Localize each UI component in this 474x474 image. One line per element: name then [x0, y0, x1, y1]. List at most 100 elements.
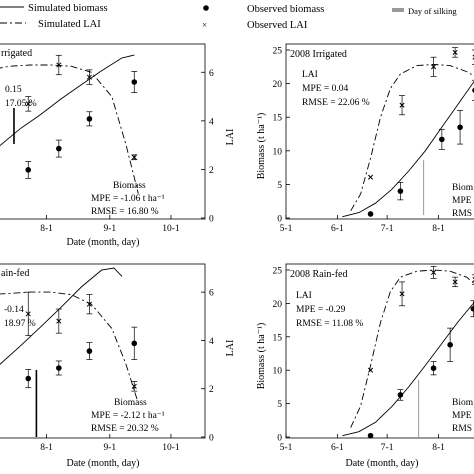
x-axis-label: Date (month, day)	[66, 458, 139, 469]
observed-biomass-point	[56, 145, 62, 152]
observed-lai-stroke	[452, 279, 458, 285]
x-tick-label: 5-1	[280, 224, 293, 234]
observed-biomass-point	[470, 305, 474, 312]
observed-biomass-point	[25, 375, 32, 382]
observed-biomass-point	[430, 365, 437, 371]
x-tick-label: 8-1	[432, 443, 445, 453]
legend-observed-lai-marker: ×	[202, 20, 207, 30]
observed-biomass-point	[86, 348, 93, 354]
observed-biomass-point	[131, 79, 138, 85]
observed-lai-point	[25, 101, 31, 107]
simulated-biomass-line	[342, 80, 474, 218]
observed-biomass-point	[86, 116, 93, 122]
legend-observed-biomass-label: Observed biomass	[247, 4, 324, 15]
simulated-lai-line	[350, 269, 474, 428]
stats-lai-line-2: MPE = 0.04	[302, 84, 349, 94]
panel-irrigated-left: rrigated 0.15 17.05 % Biomass MPE = -1.0…	[0, 43, 236, 248]
simulated-biomass-line	[0, 267, 123, 365]
stats-biomass-line-3: RMSE = 16.80 %	[91, 207, 159, 217]
x-axis-label: Date (month, day)	[66, 237, 139, 248]
observed-lai-stroke	[25, 101, 31, 107]
observed-biomass-point	[25, 167, 32, 173]
observed-lai-point	[430, 64, 437, 70]
legend: Simulated biomass Simulated LAI Observed…	[0, 3, 457, 31]
y-tick-label-left: 20	[273, 300, 283, 310]
observed-biomass-point	[397, 392, 404, 398]
stats-lai-line-1: LAI	[296, 291, 312, 301]
x-tick-label: 6-1	[331, 224, 344, 234]
observed-lai-stroke	[430, 269, 437, 275]
observed-lai-stroke	[86, 301, 92, 307]
stats-lai-line-2: MPE = -0.29	[296, 305, 346, 315]
y-axis-label-right: LAI	[225, 129, 236, 146]
panel-title: 2008 Rain-fed	[290, 269, 348, 280]
y-tick-label-left: 10	[273, 147, 283, 157]
panel-frame	[0, 263, 206, 439]
y-axis-label: Biomass (t ha⁻¹)	[256, 323, 267, 390]
stats-biomass-line-1: Biom	[452, 398, 474, 408]
panel-title: ain-fed	[1, 268, 29, 279]
stats-biomass-text: Biomass MPE = -2.12 t ha⁻¹ RMSE = 20.32 …	[91, 398, 165, 434]
observed-biomass-point	[131, 340, 138, 347]
observed-lai-point	[367, 367, 374, 373]
legend-silking-swatch	[392, 8, 404, 12]
y-tick-label-left: 25	[273, 47, 283, 57]
y-tick-label-left: 5	[277, 400, 282, 410]
observed-lai-point	[86, 74, 92, 80]
stats-biomass-text: Biomass MPE = -1.06 t ha⁻¹ RMSE = 16.80 …	[91, 181, 165, 217]
panel-rainfed-left: ain-fed -0.14 18.97 % Biomass MPE = -2.1…	[0, 263, 236, 469]
observed-lai-stroke	[56, 318, 62, 324]
stats-biomass-line-2: MPE = -1.06 t ha⁻¹	[91, 194, 165, 204]
y-tick-label-right: 6	[209, 289, 214, 299]
stats-biomass-line-1: Biom	[452, 183, 474, 193]
observed-lai-point	[56, 62, 62, 68]
stats-lai-text: LAI MPE = -0.29 RMSE = 11.08 %	[296, 291, 363, 329]
y-tick-label-right: 0	[209, 434, 214, 444]
legend-observed-biomass-marker	[203, 5, 209, 11]
observed-lai-point	[86, 301, 92, 307]
y-tick-label-right: 2	[209, 166, 214, 176]
observed-lai-stroke	[131, 383, 137, 389]
observed-lai-stroke	[367, 174, 374, 180]
observed-lai-point	[367, 174, 374, 180]
stats-lai-text: 0.15 17.05 %	[5, 85, 37, 109]
simulated-lai-line	[0, 64, 139, 194]
legend-simulated-biomass-label: Simulated biomass	[28, 3, 108, 14]
observed-lai-stroke	[430, 64, 437, 70]
x-tick-label: 7-1	[381, 443, 394, 453]
observed-biomass-point	[56, 365, 62, 371]
observed-lai-point	[399, 291, 405, 297]
observed-lai-stroke	[25, 311, 31, 317]
observed-lai-point	[399, 102, 405, 108]
y-tick-label-right: 6	[209, 69, 214, 79]
x-tick-label: 8-1	[40, 443, 53, 453]
y-tick-label-right: 2	[209, 385, 214, 395]
observed-lai-stroke	[86, 74, 92, 80]
y-tick-label-left: 0	[277, 434, 282, 444]
observed-lai-point	[56, 318, 62, 324]
observed-lai-point	[131, 154, 137, 160]
x-tick-label: 7-1	[381, 224, 394, 234]
panel-frame	[285, 263, 474, 439]
stats-biomass-text: Biom MPE RMS	[452, 398, 474, 434]
stats-biomass-line-1: Biomass	[114, 398, 147, 408]
y-tick-label-left: 10	[273, 367, 283, 377]
stats-lai-line-3: RMSE = 11.08 %	[296, 319, 363, 329]
observed-lai-stroke	[399, 291, 405, 297]
stats-lai-line-1: LAI	[302, 70, 318, 80]
y-tick-label-right: 4	[209, 337, 214, 347]
legend-observed-lai-label: Observed LAI	[247, 20, 308, 31]
y-tick-label-left: 15	[273, 333, 283, 343]
y-axis-label-right: LAI	[225, 340, 236, 357]
observed-lai-stroke	[399, 102, 405, 108]
observed-biomass-point	[367, 432, 374, 439]
stats-biomass-line-3: RMSE = 20.32 %	[91, 424, 159, 434]
x-tick-label: 6-1	[331, 443, 344, 453]
stats-biomass-line-2: MPE	[452, 196, 472, 206]
stats-lai-line-1: 0.15	[5, 85, 22, 95]
legend-silking-label: Day of silking	[408, 6, 457, 16]
y-tick-label-left: 15	[273, 114, 283, 124]
stats-lai-line-2: 18.97 %	[4, 319, 36, 329]
simulated-biomass-line	[0, 54, 135, 147]
